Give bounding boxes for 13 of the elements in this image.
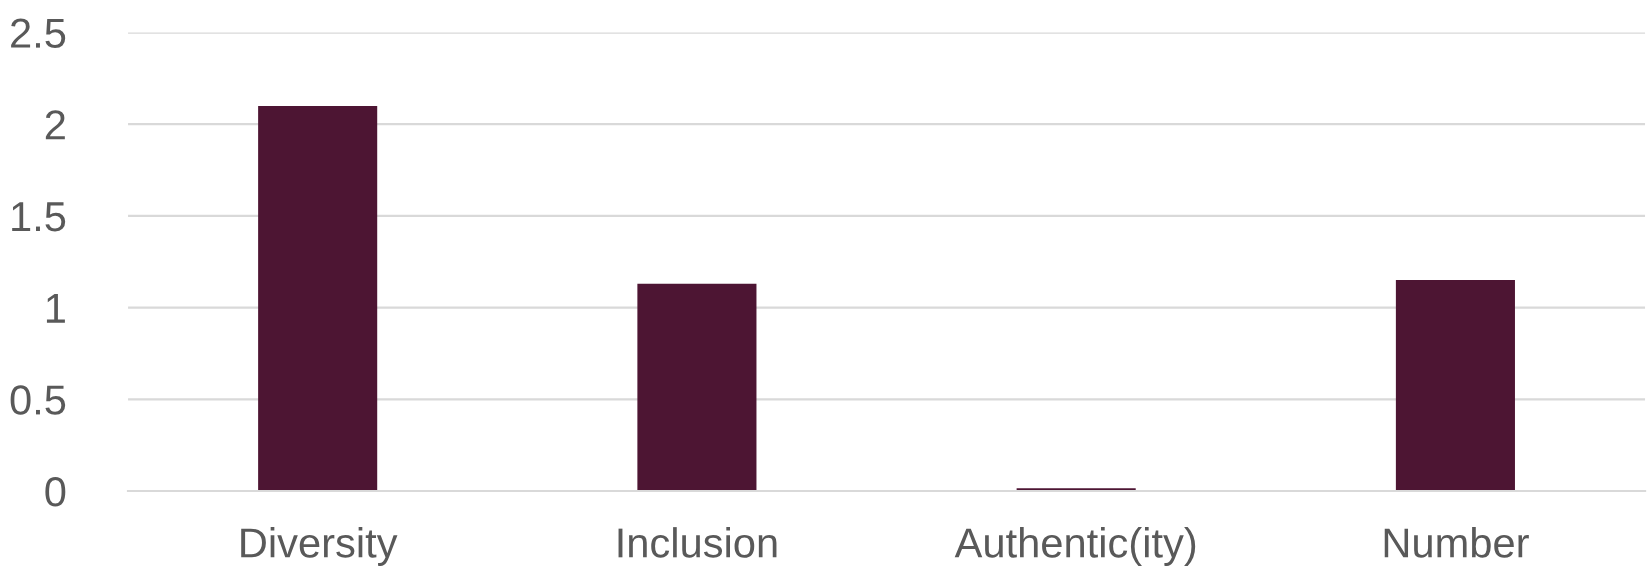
bar: [258, 105, 378, 492]
y-tick-label: 2: [45, 110, 65, 140]
y-tick-label: 1: [46, 294, 65, 323]
x-tick-label: Inclusion: [618, 527, 777, 558]
x-tick-label: Authentic(ity): [954, 527, 1196, 566]
y-tick-label: 0: [45, 477, 66, 507]
x-tick-label: Number: [1384, 527, 1529, 558]
bar: [637, 283, 757, 492]
y-tick-label: 2.5: [11, 18, 66, 49]
y-tick-label: 0.5: [10, 385, 66, 415]
y-tick-label: 1.5: [12, 202, 66, 232]
bar: [1395, 280, 1515, 492]
x-tick-label: Diversity: [241, 527, 398, 566]
